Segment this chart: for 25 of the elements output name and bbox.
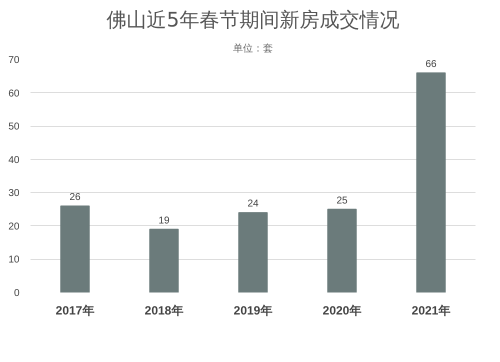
y-tick-label: 40 [8, 154, 20, 166]
y-tick-label: 30 [8, 188, 20, 200]
x-tick-label: 2020年 [322, 304, 362, 318]
bar [60, 205, 90, 292]
bar [416, 72, 446, 292]
data-label: 66 [425, 58, 437, 70]
bar [238, 212, 268, 292]
x-tick-label: 2018年 [144, 304, 184, 318]
data-label: 24 [247, 198, 259, 210]
data-label: 25 [336, 195, 348, 206]
y-tick-label: 20 [8, 221, 20, 232]
y-tick-label: 70 [8, 55, 20, 66]
y-tick-label: 10 [8, 254, 20, 266]
x-tick-label: 2019年 [234, 304, 272, 318]
y-tick-label: 60 [8, 88, 20, 100]
bar [149, 228, 179, 292]
data-label: 19 [158, 215, 170, 226]
data-label: 26 [69, 192, 81, 203]
y-tick-label: 0 [14, 288, 20, 299]
y-tick-label: 50 [8, 122, 20, 133]
x-tick-label: 2021年 [412, 304, 450, 318]
chart-title: 佛山近5年春节期间新房成交情况 [106, 8, 400, 32]
x-tick-label: 2017年 [56, 304, 94, 318]
chart-subtitle: 单位：套 [233, 42, 273, 54]
bar [327, 208, 357, 292]
